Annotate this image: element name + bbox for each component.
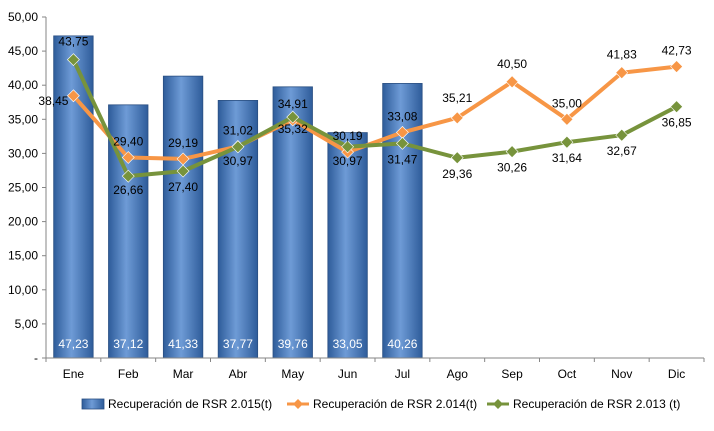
legend-swatch-marker (293, 399, 303, 409)
y-axis: - 5,00 10,00 15,00 20,00 25,00 30,00 35,00 40,00… (8, 10, 47, 365)
point-marker (505, 145, 519, 159)
data-label: 43,75 (58, 35, 88, 49)
point-marker (66, 53, 80, 67)
data-label: 32,67 (607, 144, 637, 158)
point-marker (286, 110, 300, 124)
bar-value-label: 37,12 (113, 337, 143, 351)
bar-value-label: 33,05 (333, 337, 363, 351)
series-line (71, 58, 678, 179)
point-marker (670, 60, 684, 74)
point-marker (505, 75, 519, 89)
data-label: 30,97 (333, 154, 363, 168)
data-label: 31,64 (552, 151, 582, 165)
x-tick-label: Ago (447, 367, 469, 381)
bar (327, 132, 368, 359)
x-tick-label: May (281, 367, 304, 381)
y-tick-label: 45,00 (8, 44, 38, 58)
x-tick-label: Jul (395, 367, 410, 381)
y-tick-label: 40,00 (8, 78, 38, 92)
point-marker (615, 128, 629, 142)
bar-series (53, 35, 423, 359)
data-label: 40,50 (497, 57, 527, 71)
y-tick-label: 10,00 (8, 283, 38, 297)
point-marker (560, 135, 574, 149)
point-marker (231, 140, 245, 154)
point-marker (615, 66, 629, 80)
bar-value-label: 40,26 (387, 337, 417, 351)
data-label: 30,26 (497, 161, 527, 175)
y-tick-label: 35,00 (8, 112, 38, 126)
data-label: 38,45 (38, 94, 68, 108)
point-marker (341, 140, 355, 154)
data-label: 41,83 (607, 48, 637, 62)
data-label: 35,00 (552, 96, 582, 110)
bar-value-label: 47,23 (58, 337, 88, 351)
x-axis: Ene Feb Mar Abr May Jun Jul Ago Sep Oct Nov Dic (45, 357, 705, 381)
data-label: 33,08 (387, 109, 417, 123)
x-tick-label: Nov (611, 367, 632, 381)
y-tick-label: 5,00 (15, 317, 39, 331)
data-label: 29,36 (442, 167, 472, 181)
x-tick-label: Jun (338, 367, 357, 381)
legend-label: Recuperación de RSR 2.015(t) (108, 397, 272, 411)
x-tick-label: Ene (63, 367, 85, 381)
x-tick-label: Feb (118, 367, 139, 381)
x-tick-label: Mar (173, 367, 194, 381)
series-line (71, 64, 677, 161)
bar (162, 75, 204, 359)
point-marker (450, 111, 464, 125)
x-tick-label: Sep (501, 367, 523, 381)
data-label: 27,40 (168, 180, 198, 194)
y-tick-label: - (34, 351, 38, 365)
bar-value-label: 41,33 (168, 337, 198, 351)
point-marker (450, 151, 464, 165)
bar (53, 35, 94, 359)
bar (382, 83, 423, 359)
legend-label: Recuperación de RSR 2.014(t) (313, 397, 477, 411)
legend-swatch-marker (493, 399, 503, 409)
data-labels: 47,23 37,12 41,33 37,77 39,76 33,05 40,26 38,45… (38, 35, 692, 351)
point-marker (66, 89, 80, 103)
data-label: 26,66 (113, 183, 143, 197)
data-label: 35,32 (278, 122, 308, 136)
legend-label: Recuperación de RSR 2.013 (t) (513, 397, 680, 411)
data-label: 29,40 (113, 134, 143, 148)
point-marker (560, 112, 574, 126)
y-tick-label: 25,00 (8, 181, 38, 195)
data-label: 42,73 (662, 44, 692, 58)
point-marker (121, 151, 135, 164)
y-tick-label: 20,00 (8, 215, 38, 229)
line-series (66, 53, 684, 183)
y-tick-label: 50,00 (8, 10, 38, 24)
point-marker (670, 100, 684, 114)
data-label: 35,21 (442, 91, 472, 105)
data-label: 34,91 (278, 97, 308, 111)
y-tick-label: 15,00 (8, 249, 38, 263)
point-marker (176, 164, 190, 178)
point-marker (395, 136, 409, 150)
legend: Recuperación de RSR 2.015(t) Recuperación… (81, 397, 680, 411)
y-tick-label: 30,00 (8, 146, 38, 160)
data-label: 31,02 (223, 123, 253, 137)
bar-value-label: 39,76 (278, 337, 308, 351)
data-label: 30,97 (223, 154, 253, 168)
data-label: 36,85 (662, 116, 692, 130)
bar (272, 86, 313, 359)
bar-value-label: 37,77 (223, 337, 253, 351)
data-label: 31,47 (387, 152, 417, 166)
data-label: 29,19 (168, 136, 198, 150)
data-label: 30,19 (333, 129, 363, 143)
point-marker (121, 169, 135, 183)
legend-swatch (81, 398, 105, 410)
x-tick-label: Abr (229, 367, 248, 381)
x-tick-label: Oct (558, 367, 577, 381)
x-tick-label: Dic (668, 367, 685, 381)
